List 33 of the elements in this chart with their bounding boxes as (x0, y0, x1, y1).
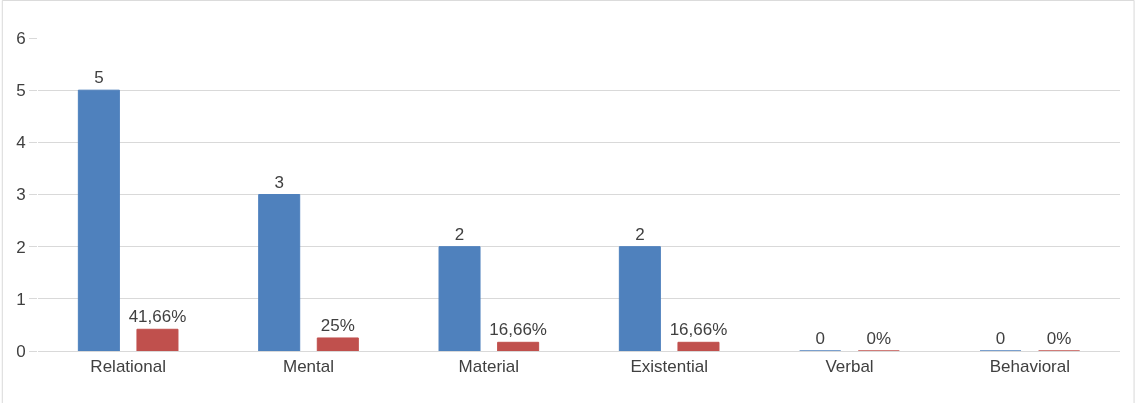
x-tick-label: Existential (630, 357, 708, 377)
y-tick-label: 4 (16, 133, 26, 153)
data-label: 5 (94, 68, 104, 88)
x-tick-label: Material (458, 357, 520, 377)
bar (136, 328, 179, 351)
y-tick-label: 5 (16, 81, 26, 101)
bar (677, 341, 720, 351)
bar (438, 246, 481, 351)
data-label: 3 (274, 172, 284, 192)
bar (316, 337, 359, 351)
bar (497, 341, 540, 351)
data-label: 0 (815, 329, 825, 348)
data-label: 41,66% (128, 307, 187, 327)
data-label: 2 (454, 224, 465, 244)
y-tick-label: 6 (16, 28, 26, 48)
data-label: 0 (995, 329, 1006, 348)
bar (258, 194, 301, 351)
data-label: 0% (1046, 329, 1072, 348)
data-label: 16,66% (489, 320, 547, 340)
x-tick-label: Mental (282, 357, 335, 377)
x-tick-label: Verbal (825, 357, 874, 377)
data-label: 25% (320, 315, 355, 335)
x-tick-label: Relational (90, 357, 166, 377)
data-label: 0% (866, 329, 892, 348)
bar (77, 89, 120, 351)
bar (618, 246, 661, 351)
x-tick-label: Behavioral (989, 357, 1070, 377)
data-label: 16,66% (669, 320, 728, 340)
y-tick-label: 3 (16, 185, 26, 205)
y-tick-label: 0 (16, 341, 26, 361)
y-tick-label: 1 (16, 289, 26, 309)
data-label: 2 (635, 224, 645, 244)
y-tick-label: 2 (16, 237, 26, 257)
